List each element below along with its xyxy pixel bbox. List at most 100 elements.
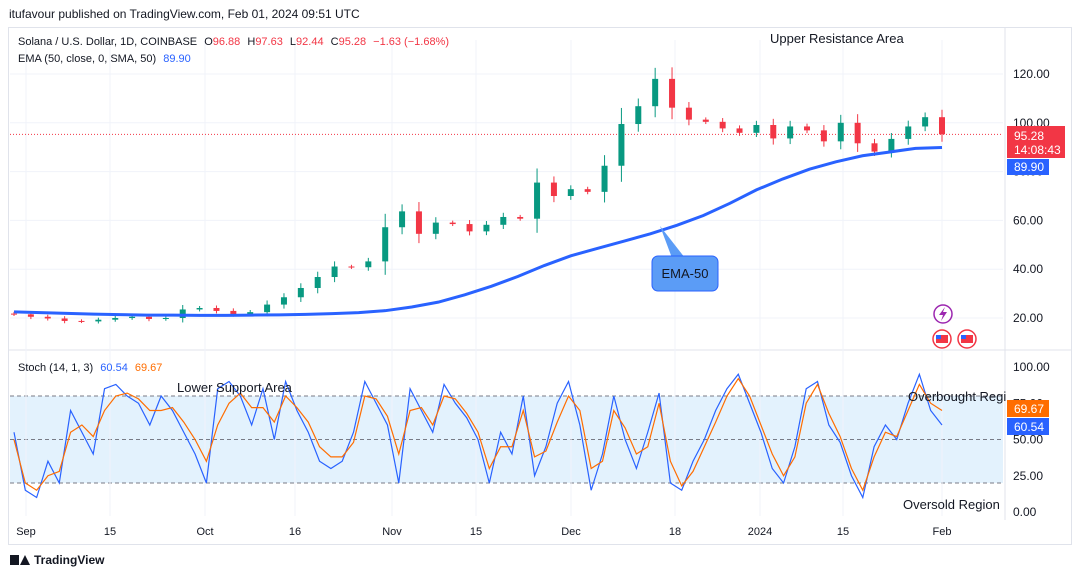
candle-body [449,222,456,225]
high-label: H [247,36,256,48]
candle-body [230,310,237,315]
stoch-d-legend-value: 69.67 [134,362,163,374]
chart-frame [8,27,1072,545]
candle-body [297,287,304,298]
candle-body [314,277,321,288]
stoch-tick-label: 50.00 [1013,433,1043,447]
candle-body [44,316,51,319]
candle-body [517,216,524,219]
close-label: C [330,36,339,48]
us-flag-icon [936,335,948,343]
symbol-label: Solana / U.S. Dollar, 1D, COINBASE [18,36,198,48]
candle-body [280,297,287,305]
high-value: 97.63 [255,36,283,48]
time-tick-label: 15 [470,526,482,538]
time-tick-label: 15 [837,526,849,538]
ema-legend-label: EMA (50, close, 0, SMA, 50) [18,53,157,65]
candle-body [162,318,169,319]
candle-body [854,122,861,144]
candle-body [95,319,102,322]
candle-body [145,316,152,319]
candle-body [719,121,726,129]
open-label: O [204,36,213,48]
stoch-k-badge-value: 60.54 [1014,420,1044,434]
ema-line [13,145,943,317]
candle-body [196,307,203,310]
footer-brand[interactable]: TradingView [10,553,104,567]
candle-body [820,130,827,142]
stoch-d-badge [1007,400,1049,417]
stoch-legend-label: Stoch (14, 1, 3) [18,362,94,374]
candle-body [669,78,676,108]
candle-body [753,124,760,133]
open-value: 96.88 [212,36,241,48]
candle-body [500,216,507,225]
stoch-d-badge-value: 69.67 [1014,402,1044,416]
candle-body [922,117,929,127]
candle-body [702,119,709,122]
stoch-legend: Stoch (14, 1, 3) 60.54 69.67 [18,362,166,374]
stoch-tick-label: 25.00 [1013,469,1043,483]
candle-body [652,78,659,107]
price-tick-label: 20.00 [1013,311,1043,325]
stoch-tick-label: 0.00 [1013,505,1037,519]
candle-body [888,138,895,152]
candle-body [11,313,17,315]
time-tick-label: 16 [289,526,301,538]
candle-body [264,304,271,313]
time-tick-label: Dec [561,526,581,538]
candle-body [939,117,945,135]
candle-body [399,211,406,228]
time-tick-label: Sep [16,526,36,538]
candle-body [78,320,85,322]
current-price-badge [1007,126,1065,158]
low-label: L [289,36,297,48]
stoch-tick-label: 100.00 [1013,360,1050,374]
time-tick-label: Nov [382,526,402,538]
oversold-label: Oversold Region [903,497,1000,512]
low-value: 92.44 [296,36,324,48]
candle-body [550,182,557,196]
candle-body [27,314,34,317]
candle-body [804,126,811,131]
candle-body [331,266,338,278]
candle-body [432,222,439,234]
time-tick-label: Oct [196,526,213,538]
ema-callout-pointer [660,226,685,258]
candle-body [584,189,591,192]
candle-body [736,128,743,133]
candle-body [635,106,642,125]
close-value: 95.28 [338,36,367,48]
price-tick-label: 40.00 [1013,262,1043,276]
ema-callout-label: EMA-50 [662,266,709,281]
ema-price-badge-value: 89.90 [1014,160,1044,174]
stoch-k-badge [1007,418,1049,435]
us-flag-canton-icon [961,335,966,339]
us-flag-canton-icon [936,335,941,339]
time-tick-label: 15 [104,526,116,538]
time-tick-label: Feb [933,526,952,538]
stoch-k-line [13,372,943,500]
candle-body [770,124,777,139]
candle-body [601,165,608,192]
ema-legend: EMA (50, close, 0, SMA, 50) 89.90 [18,53,195,65]
candle-body [567,189,574,196]
candle-body [129,316,136,318]
ema-price-badge [1007,159,1049,175]
time-tick-label: 2024 [748,526,772,538]
candle-body [365,261,372,268]
candle-body [685,107,692,120]
ema-callout-box [651,255,719,292]
ema-legend-value: 89.90 [163,53,191,65]
lightning-bolt-icon [939,307,947,321]
candle-body [837,122,844,142]
stoch-k-legend-value: 60.54 [100,362,128,374]
main-legend: Solana / U.S. Dollar, 1D, COINBASE O96.8… [18,36,453,48]
candle-body [247,312,254,315]
tradingview-brand-label: TradingView [34,553,105,567]
candle-body [483,224,490,232]
candle-body [213,307,220,311]
candle-body [905,126,912,139]
